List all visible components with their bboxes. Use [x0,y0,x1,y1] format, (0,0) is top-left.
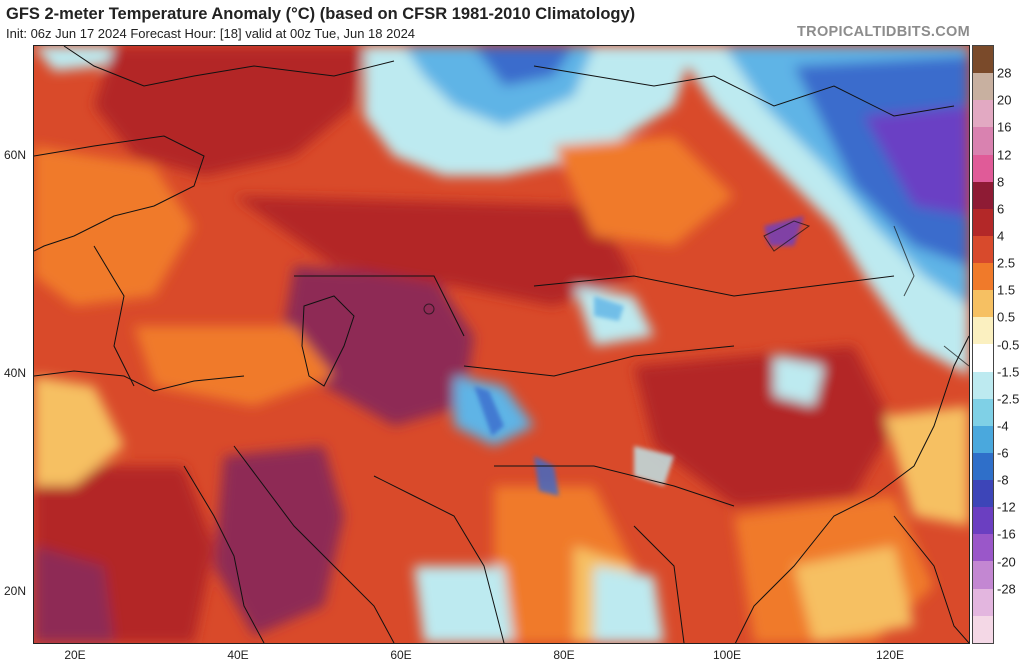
color-scale-label: -6 [997,445,1009,461]
color-scale-swatch [973,127,993,155]
anomaly-map[interactable] [33,45,970,644]
color-scale-swatch [973,263,993,291]
color-scale-swatch [973,290,993,318]
color-scale-label: 1.5 [997,282,1016,298]
color-scale-label: 28 [997,65,1012,81]
color-scale-label: -12 [997,499,1016,515]
color-scale-label: -4 [997,418,1009,434]
color-scale-swatch [973,398,993,426]
color-scale-swatch [973,452,993,480]
color-scale-swatch [973,615,993,643]
color-scale-swatch [973,507,993,535]
color-scale-label: -28 [997,581,1016,597]
color-scale-label: 16 [997,119,1012,135]
color-scale-label: 12 [997,147,1012,163]
lon-label-80e: 80E [553,648,575,662]
lat-label-40n: 40N [4,366,27,380]
lat-label-60n: 60N [4,148,27,162]
color-scale-swatch [973,46,993,74]
color-scale-swatch [973,480,993,508]
color-scale-swatch [973,100,993,128]
map-title: GFS 2-meter Temperature Anomaly (°C) (ba… [6,5,636,23]
color-scale-swatch [973,181,993,209]
color-scale-label: -2.5 [997,391,1020,407]
color-scale-label: 4 [997,228,1005,244]
color-scale-swatch [973,73,993,101]
color-scale-label: -8 [997,472,1009,488]
lon-label-120e: 120E [875,648,905,662]
color-scale-label: 8 [997,174,1005,190]
color-scale-label: 6 [997,201,1005,217]
forecast-info: Init: 06z Jun 17 2024 Forecast Hour: [18… [6,26,416,41]
site-brand[interactable]: TROPICALTIDBITS.COM [797,24,970,40]
color-scale-swatch [973,371,993,399]
lon-label-20e: 20E [64,648,86,662]
color-scale-label: -16 [997,526,1016,542]
color-scale-label: -1.5 [997,364,1020,380]
anomaly-map-graphic [34,46,969,643]
color-scale-swatch [973,534,993,562]
lon-label-40e: 40E [227,648,249,662]
color-scale-label: 2.5 [997,255,1016,271]
color-scale-label: 0.5 [997,309,1016,325]
color-scale-swatch [973,235,993,263]
color-scale-label: -20 [997,554,1016,570]
color-scale-swatch [973,208,993,236]
color-scale-swatch [973,317,993,345]
color-scale-swatch [973,425,993,453]
color-scale-label: 20 [997,92,1012,108]
color-scale-swatch [973,344,993,372]
lon-label-100e: 100E [712,648,742,662]
color-scale-swatch [973,588,993,616]
color-scale-bar [972,45,994,644]
lon-label-60e: 60E [390,648,412,662]
color-scale-swatch [973,561,993,589]
color-scale-swatch [973,154,993,182]
color-scale-label: -0.5 [997,337,1020,352]
lat-label-20n: 20N [4,584,27,598]
